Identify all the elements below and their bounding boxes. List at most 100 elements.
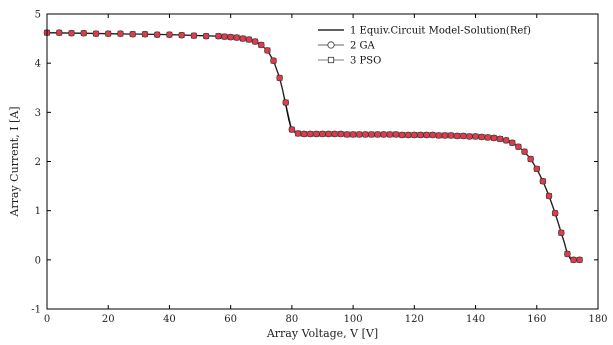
y-axis-label: Array Current, I [A] bbox=[8, 106, 21, 217]
ga-point bbox=[264, 47, 271, 54]
ga-point bbox=[257, 41, 265, 49]
x-tick-label-3: 60 bbox=[224, 314, 237, 325]
ga-point bbox=[294, 130, 302, 137]
legend-box bbox=[312, 21, 588, 70]
ga-point bbox=[227, 33, 234, 41]
ga-point bbox=[233, 34, 241, 41]
ga-point bbox=[153, 31, 161, 38]
ga-point bbox=[313, 130, 320, 138]
ga-point bbox=[190, 32, 198, 39]
legend-entry-ref: 1 Equiv.Circuit Model-Solution(Ref) bbox=[318, 26, 531, 37]
ga-point bbox=[362, 131, 369, 138]
ga-point bbox=[368, 131, 375, 138]
ga-point bbox=[300, 130, 308, 138]
x-tick-label-5: 100 bbox=[344, 314, 363, 325]
ga-point bbox=[453, 132, 461, 140]
ga-point bbox=[68, 29, 75, 37]
ga-point bbox=[435, 132, 443, 139]
ga-point bbox=[521, 148, 528, 155]
ga-point bbox=[355, 131, 363, 138]
x-tick-label-9: 180 bbox=[588, 314, 607, 325]
ga-point bbox=[386, 131, 394, 138]
ga-point bbox=[306, 130, 314, 138]
ga-point bbox=[80, 29, 88, 37]
ga-point bbox=[92, 30, 100, 37]
ga-point bbox=[472, 133, 479, 140]
ga-point bbox=[447, 132, 455, 139]
x-axis-label: Array Voltage, V [V] bbox=[266, 327, 378, 340]
ga-point bbox=[557, 229, 565, 237]
ga-point bbox=[282, 99, 290, 106]
ga-point bbox=[466, 133, 473, 140]
x-tick-label-2: 40 bbox=[163, 314, 176, 325]
ga-point bbox=[478, 133, 485, 141]
ga-point bbox=[331, 130, 339, 138]
ga-point bbox=[178, 31, 185, 39]
legend: 1 Equiv.Circuit Model-Solution(Ref) 2 GA… bbox=[312, 21, 588, 70]
legend-entry-ga: 2 GA bbox=[318, 41, 376, 52]
ga-point bbox=[539, 177, 547, 185]
ga-point bbox=[460, 132, 467, 140]
ga-point bbox=[239, 35, 247, 42]
x-tick-label-0: 0 bbox=[44, 314, 50, 325]
ga-point bbox=[202, 32, 210, 40]
ga-point bbox=[392, 131, 400, 138]
ga-point bbox=[429, 131, 437, 139]
ga-point bbox=[245, 36, 253, 43]
legend-label-ref: 1 Equiv.Circuit Model-Solution(Ref) bbox=[350, 26, 531, 37]
ga-point bbox=[343, 131, 351, 138]
ga-point bbox=[496, 135, 504, 143]
y-tick-label-6: 5 bbox=[35, 10, 41, 21]
ga-point bbox=[533, 165, 541, 173]
ga-point bbox=[508, 139, 516, 147]
y-tick-label-5: 4 bbox=[35, 59, 41, 70]
ga-point bbox=[251, 38, 259, 45]
x-tick-label-6: 120 bbox=[405, 314, 424, 325]
ga-point bbox=[564, 250, 571, 258]
y-tick-label-0: -1 bbox=[31, 305, 41, 316]
ga-point bbox=[527, 155, 534, 163]
x-tick-label-4: 80 bbox=[286, 314, 299, 325]
legend-label-ga: 2 GA bbox=[350, 41, 376, 52]
legend-symbol-ga bbox=[318, 41, 344, 49]
ga-point bbox=[166, 31, 173, 38]
series-layer bbox=[43, 29, 583, 264]
ga-point bbox=[515, 143, 522, 151]
ga-point bbox=[215, 32, 222, 40]
ga-point bbox=[441, 132, 449, 139]
y-tick-label-3: 2 bbox=[35, 157, 41, 168]
ga-point bbox=[545, 192, 553, 200]
y-tick-label-1: 0 bbox=[35, 255, 41, 266]
ga-point bbox=[404, 131, 412, 139]
ga-point bbox=[570, 256, 577, 264]
ga-point bbox=[380, 131, 388, 138]
x-tick-label-8: 160 bbox=[527, 314, 546, 325]
ga-point bbox=[221, 33, 228, 40]
ga-point bbox=[104, 30, 112, 37]
ga-point bbox=[490, 134, 498, 142]
ga-point bbox=[417, 131, 424, 139]
legend-entry-pso: 3 PSO bbox=[318, 56, 381, 67]
ga-point bbox=[129, 30, 137, 38]
ga-point bbox=[319, 130, 326, 138]
legend-symbol-pso bbox=[318, 56, 344, 64]
ga-point bbox=[349, 131, 357, 138]
ga-point bbox=[484, 134, 492, 141]
ga-point bbox=[55, 29, 63, 36]
x-tick-label-1: 20 bbox=[102, 314, 115, 325]
ga-point bbox=[551, 209, 559, 217]
y-tick-label-2: 1 bbox=[35, 206, 41, 217]
ga-point bbox=[117, 30, 124, 37]
ga-point bbox=[325, 130, 332, 138]
ga-point bbox=[502, 137, 510, 144]
ga-point bbox=[141, 30, 149, 38]
y-tick-label-4: 3 bbox=[35, 108, 41, 119]
ga-point bbox=[276, 74, 283, 82]
ga-point bbox=[288, 126, 296, 133]
ga-point bbox=[398, 131, 406, 139]
legend-marker-circle bbox=[327, 41, 335, 49]
legend-marker-square bbox=[327, 56, 335, 64]
ga-point bbox=[411, 131, 418, 139]
